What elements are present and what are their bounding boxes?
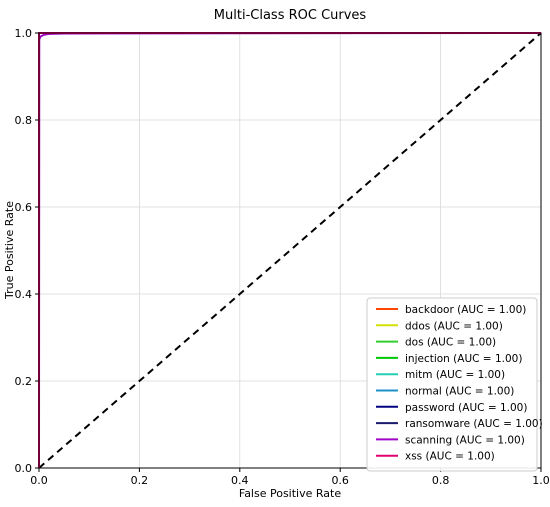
x-tick-label: 0.0 — [30, 474, 48, 487]
plot-area-frame — [38, 32, 542, 469]
legend-label: backdoor (AUC = 1.00) — [405, 304, 526, 316]
legend-label: dos (AUC = 1.00) — [405, 337, 496, 349]
legend: backdoor (AUC = 1.00) ddos (AUC = 1.00) do… — [366, 297, 543, 472]
x-ticks: 0.0 0.2 0.4 0.6 0.8 1.0 — [30, 468, 550, 487]
legend-label: xss (AUC = 1.00) — [405, 451, 495, 463]
diagonal-reference — [38, 32, 542, 469]
legend-label: mitm (AUC = 1.00) — [405, 369, 505, 381]
y-tick-label: 0.0 — [15, 462, 33, 475]
x-tick-label: 1.0 — [532, 474, 550, 487]
x-tick-label: 0.2 — [131, 474, 149, 487]
y-tick-label: 0.8 — [15, 114, 33, 127]
legend-label: scanning (AUC = 1.00) — [405, 434, 525, 446]
x-tick-label: 0.4 — [231, 474, 249, 487]
x-tick-label: 0.8 — [432, 474, 450, 487]
legend-label: ransomware (AUC = 1.00) — [405, 418, 543, 430]
y-ticks: 0.0 0.2 0.4 0.6 0.8 1.0 — [15, 27, 39, 475]
x-tick-label: 0.6 — [331, 474, 349, 487]
legend-box — [366, 297, 538, 472]
y-tick-label: 0.2 — [15, 375, 33, 388]
legend-label: normal (AUC = 1.00) — [405, 386, 514, 398]
chart-title: Multi-Class ROC Curves — [214, 8, 367, 23]
legend-label: injection (AUC = 1.00) — [405, 353, 522, 365]
legend-label: ddos (AUC = 1.00) — [405, 320, 503, 332]
y-tick-label: 0.6 — [15, 201, 33, 214]
y-tick-label: 0.4 — [15, 288, 33, 301]
x-axis-label: False Positive Rate — [239, 487, 341, 500]
legend-label: password (AUC = 1.00) — [405, 402, 527, 414]
y-tick-label: 1.0 — [15, 27, 33, 40]
y-axis-label: True Positive Rate — [3, 201, 16, 300]
diagonal-line — [38, 32, 542, 469]
